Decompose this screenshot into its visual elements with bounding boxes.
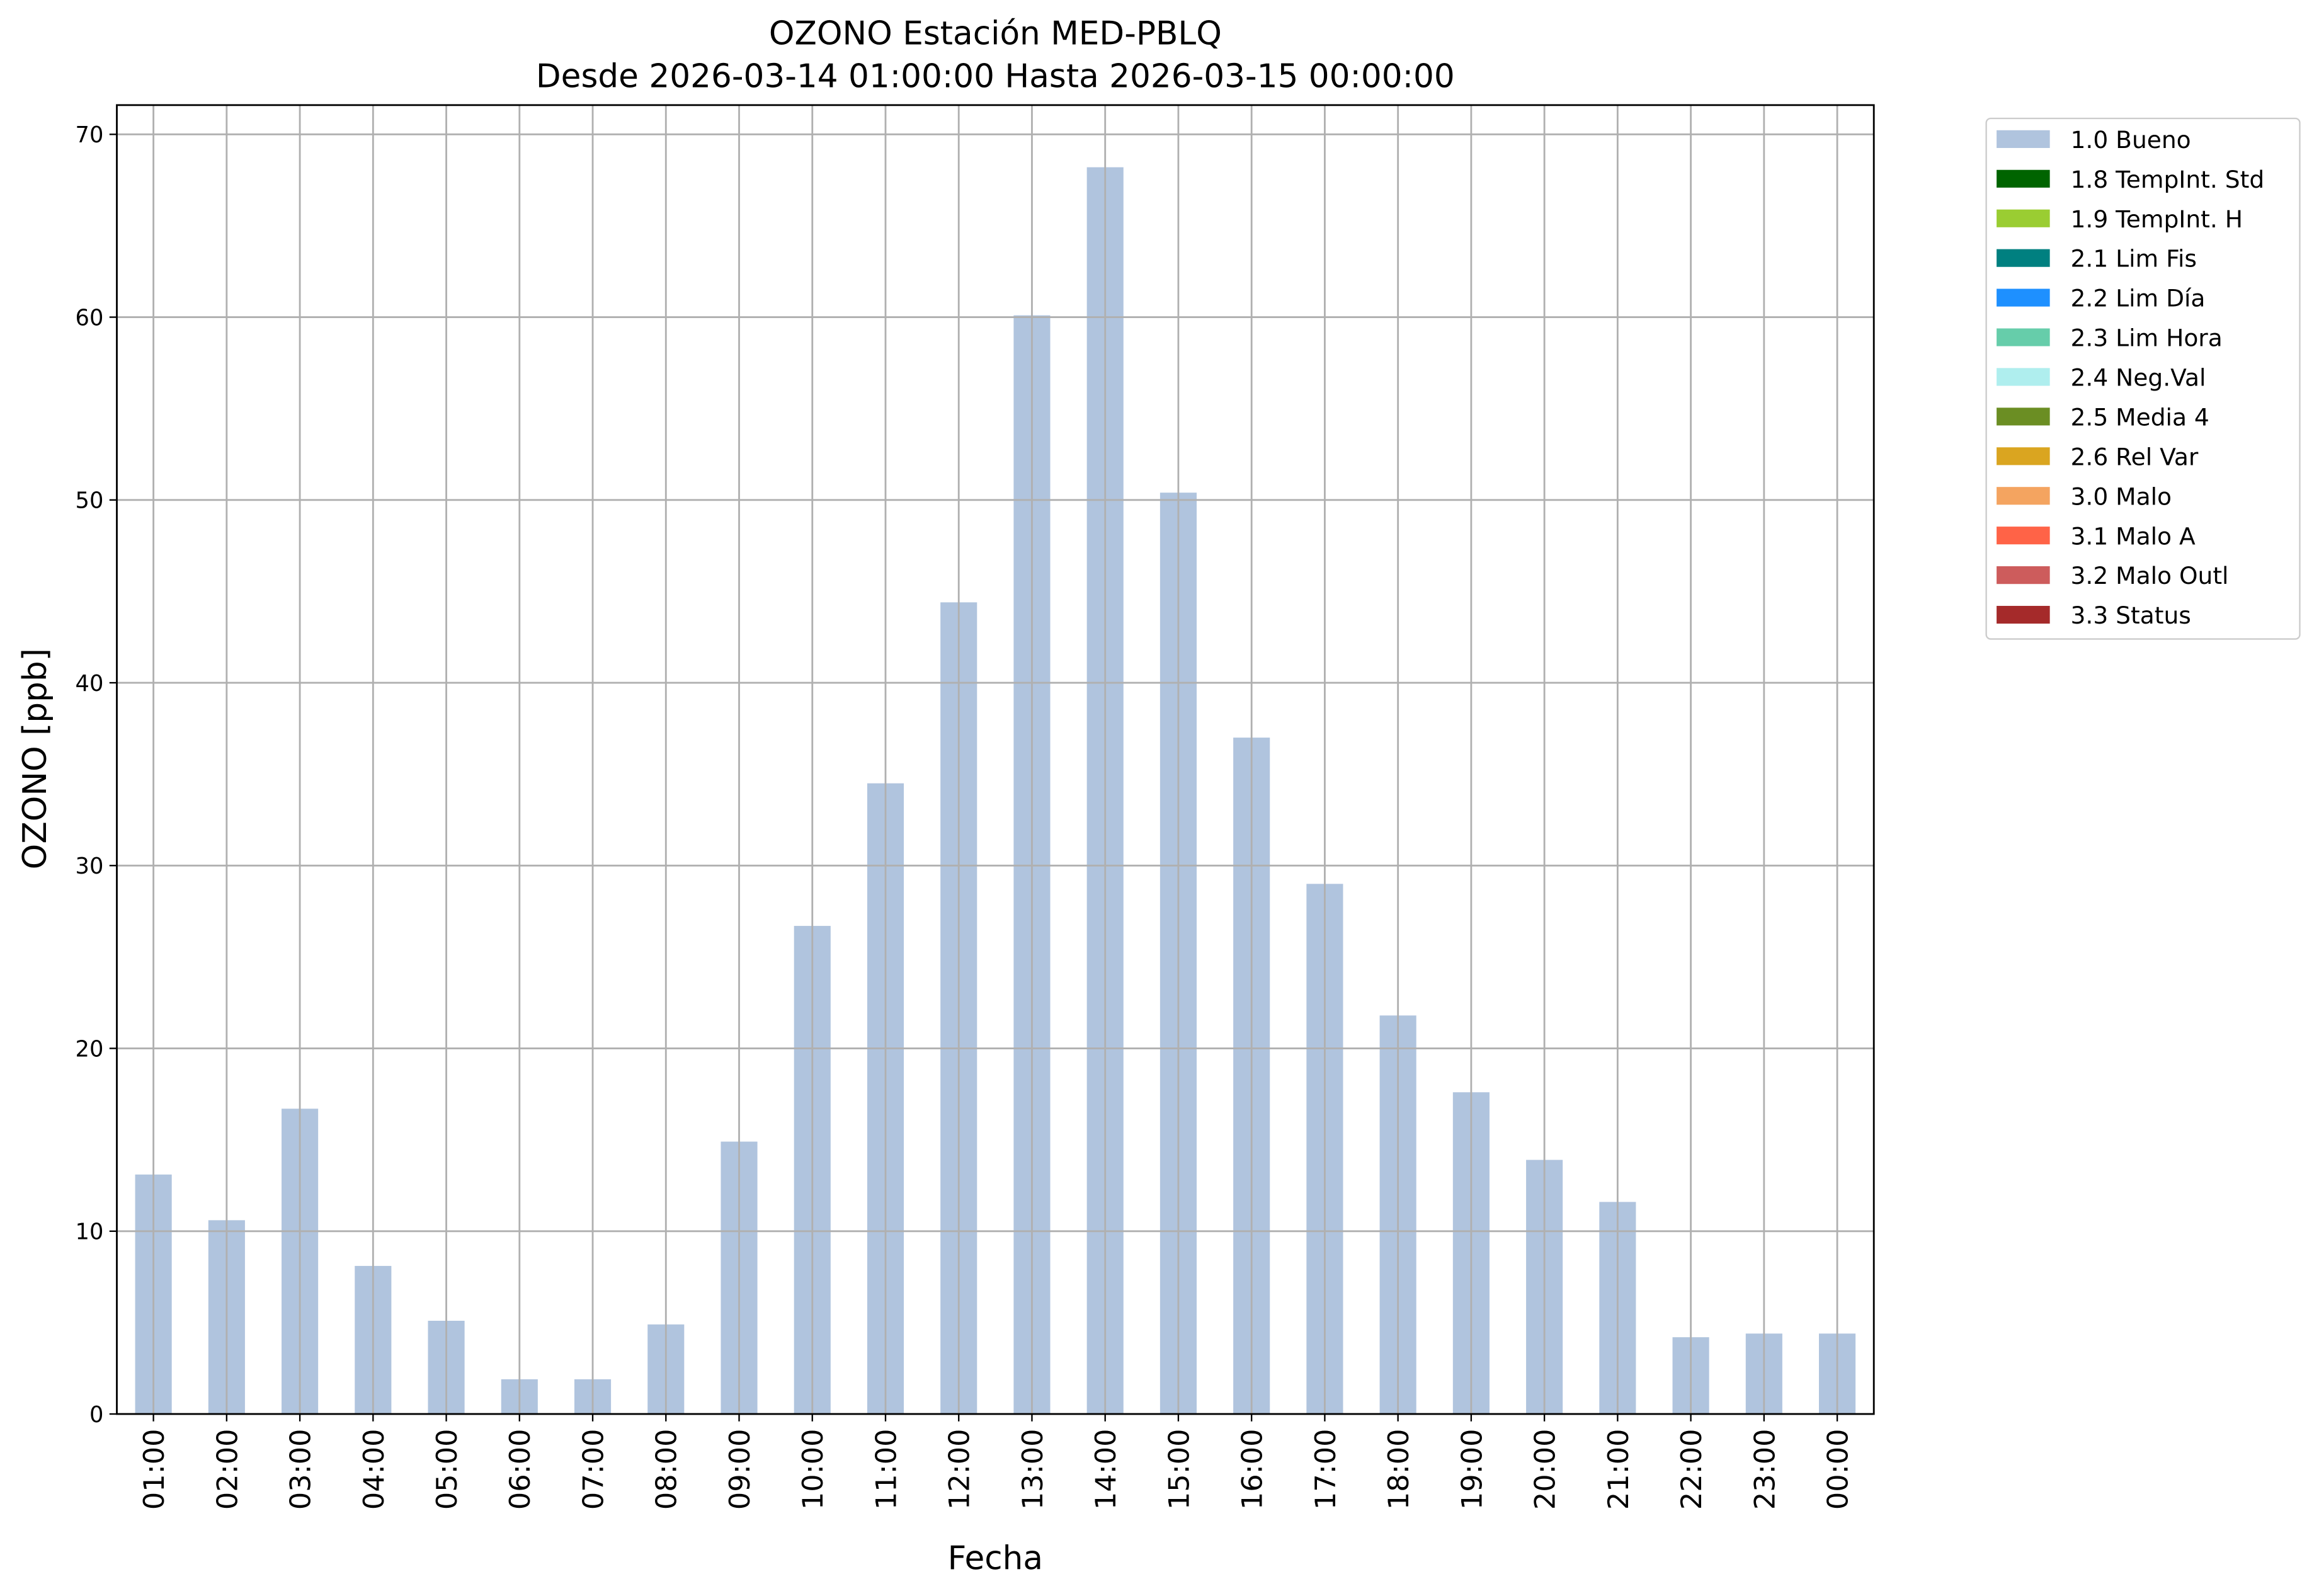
x-tick-label: 09:00 — [724, 1429, 756, 1510]
x-tick-label: 06:00 — [504, 1429, 537, 1510]
legend-swatch — [1997, 209, 2050, 227]
plot-frame — [116, 104, 1875, 1415]
legend-box — [1985, 117, 2301, 640]
legend-label: 1.9 TempInt. H — [2071, 205, 2243, 233]
x-tick-label: 18:00 — [1382, 1429, 1415, 1510]
x-tick-label: 08:00 — [651, 1429, 683, 1510]
legend-label: 1.0 Bueno — [2071, 126, 2191, 154]
y-axis-label: OZONO [ppb] — [16, 648, 54, 869]
legend-swatch — [1997, 487, 2050, 505]
legend-label: 2.2 Lim Día — [2071, 285, 2206, 312]
x-tick-label: 17:00 — [1309, 1429, 1342, 1510]
x-tick-label: 21:00 — [1602, 1429, 1635, 1510]
legend-label: 1.8 TempInt. Std — [2071, 166, 2265, 193]
x-tick-label: 15:00 — [1163, 1429, 1195, 1510]
legend-swatch — [1997, 447, 2050, 465]
legend-swatch — [1997, 527, 2050, 545]
x-tick-label: 13:00 — [1017, 1429, 1049, 1510]
chart-subtitle: Desde 2026-03-14 01:00:00 Hasta 2026-03-… — [536, 58, 1455, 96]
y-tick-label: 20 — [76, 1036, 104, 1062]
legend-label: 3.2 Malo Outl — [2071, 562, 2229, 590]
y-tick-label: 30 — [76, 853, 104, 879]
y-tick-label: 60 — [76, 305, 104, 331]
legend-swatch — [1997, 130, 2050, 148]
legend-swatch — [1997, 328, 2050, 346]
y-tick-label: 70 — [76, 122, 104, 148]
legend-swatch — [1997, 288, 2050, 307]
x-tick-label: 04:00 — [358, 1429, 390, 1510]
legend-label: 2.6 Rel Var — [2071, 443, 2199, 470]
legend-swatch — [1997, 368, 2050, 386]
x-tick-label: 23:00 — [1748, 1429, 1781, 1510]
chart-title: OZONO Estación MED-PBLQ — [769, 15, 1222, 53]
x-axis-label: Fecha — [948, 1540, 1043, 1578]
legend: 1.0 Bueno 1.8 TempInt. Std 1.9 TempInt. H 2… — [1997, 126, 2264, 629]
x-tick-label: 05:00 — [431, 1429, 464, 1510]
legend-swatch — [1997, 605, 2050, 624]
legend-swatch — [1997, 169, 2050, 188]
x-tick-label: 02:00 — [211, 1429, 244, 1510]
legend-label: 3.1 Malo A — [2071, 522, 2196, 550]
x-tick-label: 07:00 — [577, 1429, 610, 1510]
x-tick-label: 12:00 — [943, 1429, 976, 1510]
y-tick-label: 40 — [76, 671, 104, 697]
x-tick-label: 11:00 — [870, 1429, 903, 1510]
x-tick-label: 19:00 — [1456, 1429, 1488, 1510]
x-tick-label: 10:00 — [797, 1429, 829, 1510]
x-tick-label: 03:00 — [285, 1429, 317, 1510]
y-tick-label: 50 — [76, 488, 104, 514]
legend-label: 2.1 Lim Fis — [2071, 245, 2197, 273]
y-tick-label: 10 — [76, 1219, 104, 1245]
x-tick-label: 16:00 — [1236, 1429, 1269, 1510]
x-tick-label: 22:00 — [1675, 1429, 1708, 1510]
legend-label: 2.3 Lim Hora — [2071, 324, 2223, 352]
legend-label: 2.5 Media 4 — [2071, 403, 2209, 431]
y-tick-label: 0 — [89, 1402, 103, 1428]
x-tick-label: 01:00 — [138, 1429, 171, 1510]
legend-swatch — [1997, 566, 2050, 584]
legend-label: 3.0 Malo — [2071, 482, 2172, 510]
x-tick-label: 00:00 — [1822, 1429, 1855, 1510]
legend-label: 2.4 Neg.Val — [2071, 364, 2206, 392]
x-tick-label: 14:00 — [1090, 1429, 1122, 1510]
legend-label: 3.3 Status — [2071, 601, 2191, 629]
x-tick-label: 20:00 — [1529, 1429, 1562, 1510]
legend-swatch — [1997, 249, 2050, 267]
legend-swatch — [1997, 408, 2050, 426]
